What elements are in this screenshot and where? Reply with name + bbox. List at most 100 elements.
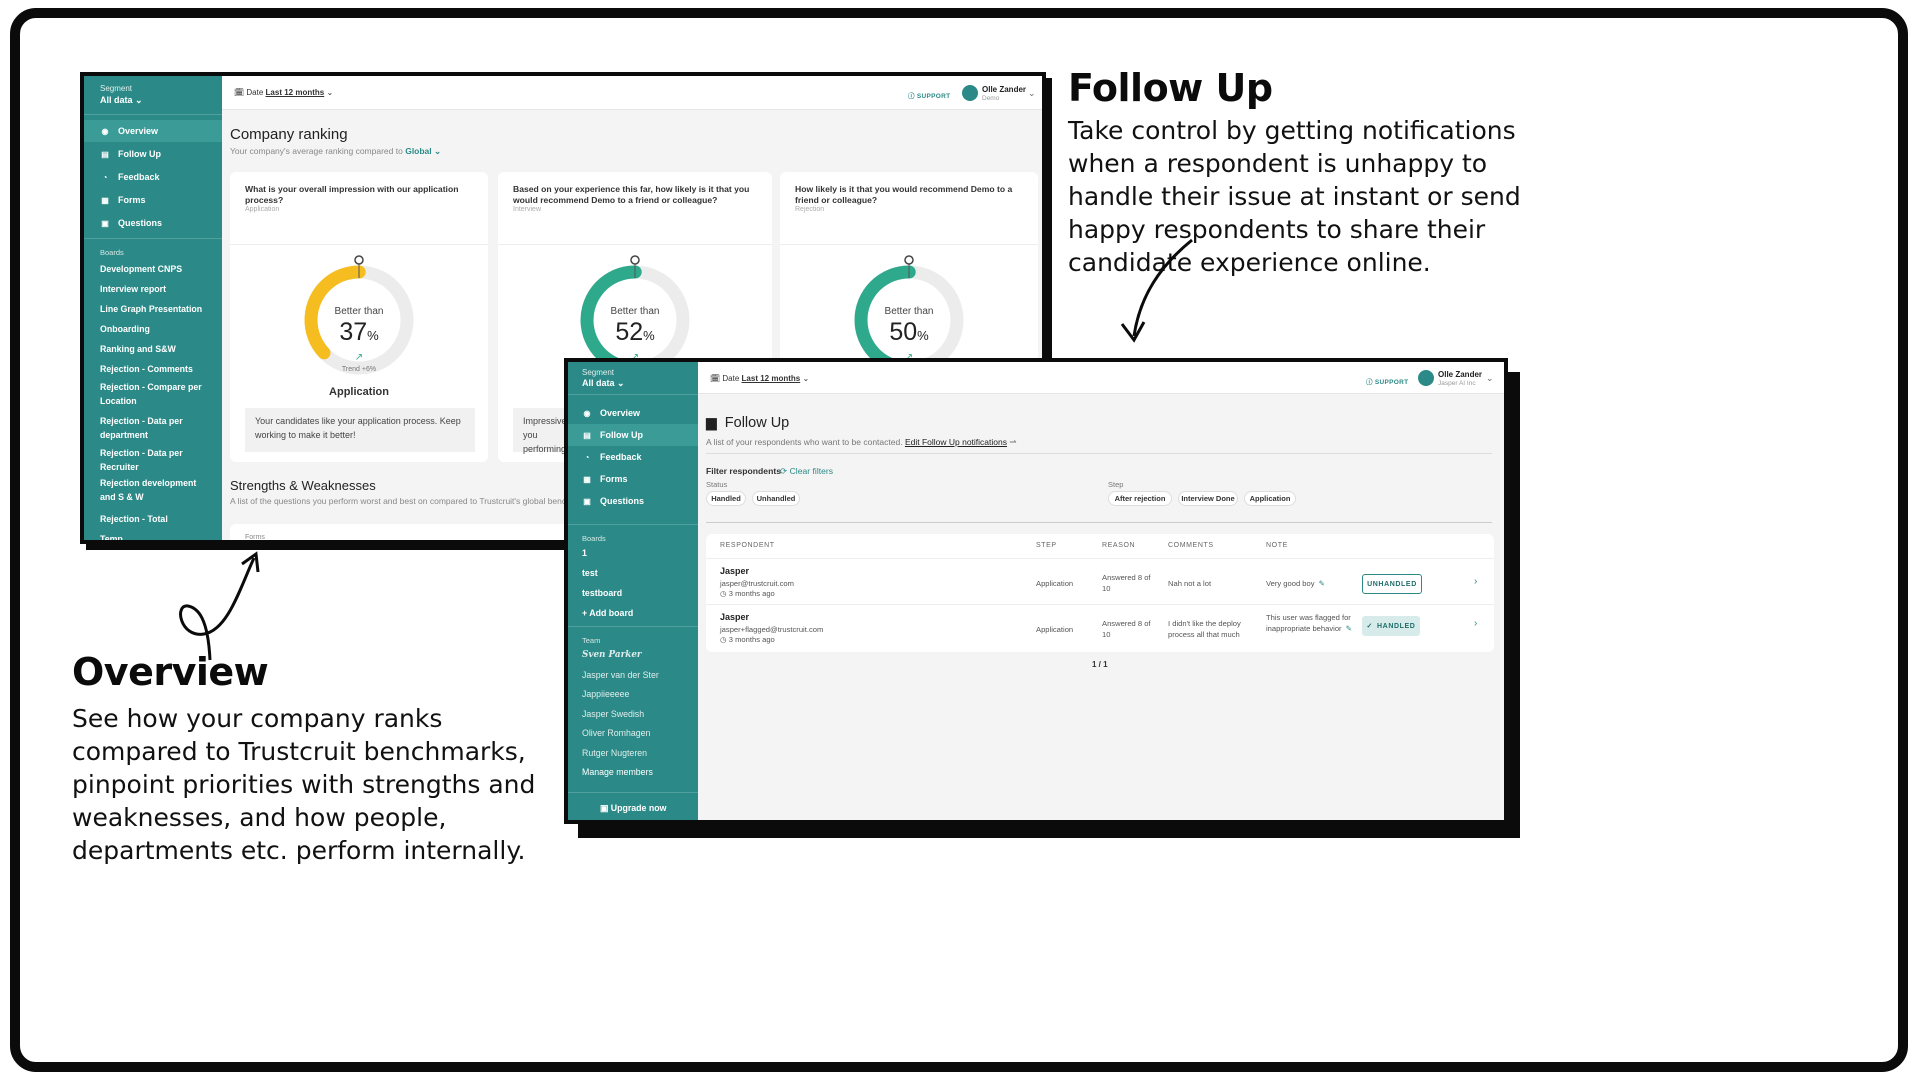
board-item[interactable]: Rejection - Compare per Location bbox=[100, 382, 202, 406]
status-chip-unhandled[interactable]: Unhandled bbox=[752, 491, 800, 506]
sidebar-item-feedback[interactable]: ◔ Feedback bbox=[84, 166, 222, 188]
nav-overview-icon: ◉ bbox=[583, 408, 591, 418]
followup-topbar: 🗓 Date Last 12 months ⌄ ⓘ SUPPORT Olle Z… bbox=[698, 362, 1504, 394]
better-than-label: Better than bbox=[884, 306, 934, 317]
avatar[interactable] bbox=[1418, 370, 1434, 386]
board-item[interactable]: Rejection - Data per department bbox=[100, 416, 183, 440]
note-text: This user was flagged for inappropriate … bbox=[1266, 613, 1351, 633]
sidebar-item-label: Overview bbox=[600, 408, 641, 418]
trend-label: Trend +6% bbox=[341, 366, 377, 373]
edit-pencil-icon[interactable]: ✎ bbox=[1345, 624, 1352, 633]
chevron-right-icon[interactable]: › bbox=[1474, 576, 1478, 587]
avatar[interactable] bbox=[962, 85, 978, 101]
sidebar-item-label: Follow Up bbox=[600, 430, 643, 440]
nav-overview-icon: ◉ bbox=[101, 126, 109, 136]
segment-select[interactable]: All data ⌄ bbox=[100, 95, 143, 105]
board-item[interactable]: Onboarding bbox=[100, 324, 150, 334]
percent-sign: % bbox=[643, 328, 655, 343]
global-select[interactable]: Global ⌄ bbox=[405, 146, 442, 156]
boards-label: Boards bbox=[100, 248, 124, 257]
team-member[interactable]: Oliver Romhagen bbox=[582, 728, 651, 738]
board-item[interactable]: Rejection - Total bbox=[100, 514, 168, 524]
globe-icon bbox=[630, 255, 640, 265]
chevron-down-icon[interactable]: ⌄ bbox=[1028, 88, 1036, 98]
date-filter[interactable]: 🗓 Date Last 12 months ⌄ bbox=[710, 374, 810, 383]
table-row[interactable]: Jasper jasper+flagged@trustcruit.com ◷ 3 m… bbox=[706, 610, 1494, 654]
status-chip-handled[interactable]: Handled bbox=[706, 491, 746, 506]
board-item[interactable]: 1 bbox=[582, 548, 587, 558]
team-member[interactable]: Jasper van der Ster bbox=[582, 669, 659, 680]
user-org: Jasper AI Inc bbox=[1438, 380, 1476, 387]
board-item[interactable]: Ranking and S&W bbox=[100, 344, 176, 354]
status-badge[interactable]: ✓ HANDLED bbox=[1362, 616, 1420, 636]
status-badge[interactable]: UNHANDLED bbox=[1362, 574, 1422, 594]
upgrade-button[interactable]: ▣ Upgrade now bbox=[600, 803, 667, 813]
nav-feedback-icon: ◔ bbox=[584, 452, 590, 462]
board-item[interactable]: Development CNPS bbox=[100, 264, 183, 274]
chevron-down-icon[interactable]: ⌄ bbox=[1486, 373, 1494, 383]
time-ago: 3 months ago bbox=[728, 589, 775, 598]
sidebar-item-questions[interactable]: ▣ Questions bbox=[84, 212, 222, 234]
gauge-fill bbox=[304, 265, 414, 375]
support-link[interactable]: ⓘ SUPPORT bbox=[1366, 379, 1409, 386]
manage-members-link[interactable]: Manage members bbox=[582, 767, 653, 777]
clear-filters-link[interactable]: ⟳ Clear filters bbox=[780, 466, 834, 476]
board-item[interactable]: Rejection - Comments bbox=[100, 364, 193, 374]
card-step-tag: Rejection bbox=[795, 206, 825, 213]
overview-window: Segment All data ⌄ ◉ Overview ▤ Follow Up ◔ F… bbox=[80, 72, 1046, 544]
sidebar-item-forms[interactable]: ▦ Forms bbox=[568, 468, 698, 490]
ranking-percent: 50% bbox=[849, 318, 969, 347]
sidebar-item-overview[interactable]: ◉ Overview bbox=[84, 120, 222, 142]
board-item[interactable]: testboard bbox=[582, 588, 623, 598]
user-name: Olle Zander bbox=[1438, 370, 1483, 379]
nav-forms-icon: ▦ bbox=[583, 474, 591, 484]
percent-sign: % bbox=[917, 328, 929, 343]
sidebar-item-follow-up[interactable]: ▤ Follow Up bbox=[568, 424, 698, 446]
sidebar-item-overview[interactable]: ◉ Overview bbox=[568, 402, 698, 424]
sidebar-item-questions[interactable]: ▣ Questions bbox=[568, 490, 698, 512]
ranking-percent-value: 52 bbox=[615, 318, 644, 346]
chevron-right-icon[interactable]: › bbox=[1474, 618, 1478, 629]
board-item[interactable]: test bbox=[582, 568, 598, 578]
pagination[interactable]: 1 / 1 bbox=[1092, 660, 1108, 669]
board-item[interactable]: Rejection - Data per Recruiter bbox=[100, 448, 183, 472]
column-header: STEP bbox=[1036, 542, 1057, 549]
nav-questions-icon: ▣ bbox=[101, 218, 109, 228]
team-member[interactable]: Sven Parker bbox=[582, 650, 642, 660]
add-board-button[interactable]: + Add board bbox=[582, 608, 634, 618]
table-row[interactable]: Jasper jasper@trustcruit.com ◷ 3 months ag… bbox=[706, 564, 1494, 608]
reason-value: Answered 8 of 10 bbox=[1102, 573, 1151, 593]
card-question: Based on your experience this far, how l… bbox=[513, 184, 750, 205]
board-item[interactable]: Line Graph Presentation bbox=[100, 304, 203, 314]
nav-forms-icon: ▦ bbox=[101, 195, 109, 205]
sidebar-item-feedback[interactable]: ◔ Feedback bbox=[568, 446, 698, 468]
board-item[interactable]: Interview report bbox=[100, 284, 166, 294]
step-value: Application bbox=[1036, 625, 1074, 634]
support-link[interactable]: ⓘ SUPPORT bbox=[908, 93, 951, 100]
step-chip[interactable]: Interview Done bbox=[1178, 491, 1238, 506]
team-member[interactable]: Rutger Nugteren bbox=[582, 747, 648, 758]
respondent-time: ◷ 3 months ago bbox=[720, 588, 775, 599]
edit-pencil-icon[interactable]: ✎ bbox=[1318, 579, 1325, 588]
step-chip[interactable]: Application bbox=[1244, 491, 1296, 506]
respondent-name: Jasper bbox=[720, 612, 750, 622]
boards-label: Boards bbox=[582, 534, 606, 543]
team-member[interactable]: Jappiieeeee bbox=[582, 689, 630, 699]
nav-feedback-icon: ◔ bbox=[102, 172, 108, 182]
board-item[interactable]: Temp bbox=[100, 534, 123, 544]
sidebar-item-label: Feedback bbox=[118, 172, 160, 182]
step-chip[interactable]: After rejection bbox=[1108, 491, 1172, 506]
sidebar-item-forms[interactable]: ▦ Forms bbox=[84, 189, 222, 211]
comment-value: Nah not a lot bbox=[1168, 579, 1212, 588]
comment-value: I didn't like the deploy process all tha… bbox=[1168, 619, 1241, 639]
segment-select[interactable]: All data ⌄ bbox=[582, 378, 625, 388]
team-member[interactable]: Jasper Swedish bbox=[582, 708, 645, 719]
board-item[interactable]: Rejection development and S & W bbox=[100, 478, 197, 502]
edit-notifications-link[interactable]: Edit Follow Up notifications bbox=[904, 437, 1007, 447]
date-filter[interactable]: 🗓 Date Last 12 months ⌄ bbox=[234, 88, 334, 97]
sidebar-item-follow-up[interactable]: ▤ Follow Up bbox=[84, 143, 222, 165]
globe-icon bbox=[904, 255, 914, 265]
status-badge-label: HANDLED bbox=[1377, 622, 1416, 630]
arrow-down-icon bbox=[1120, 238, 1193, 343]
better-than-label: Better than bbox=[610, 306, 660, 317]
